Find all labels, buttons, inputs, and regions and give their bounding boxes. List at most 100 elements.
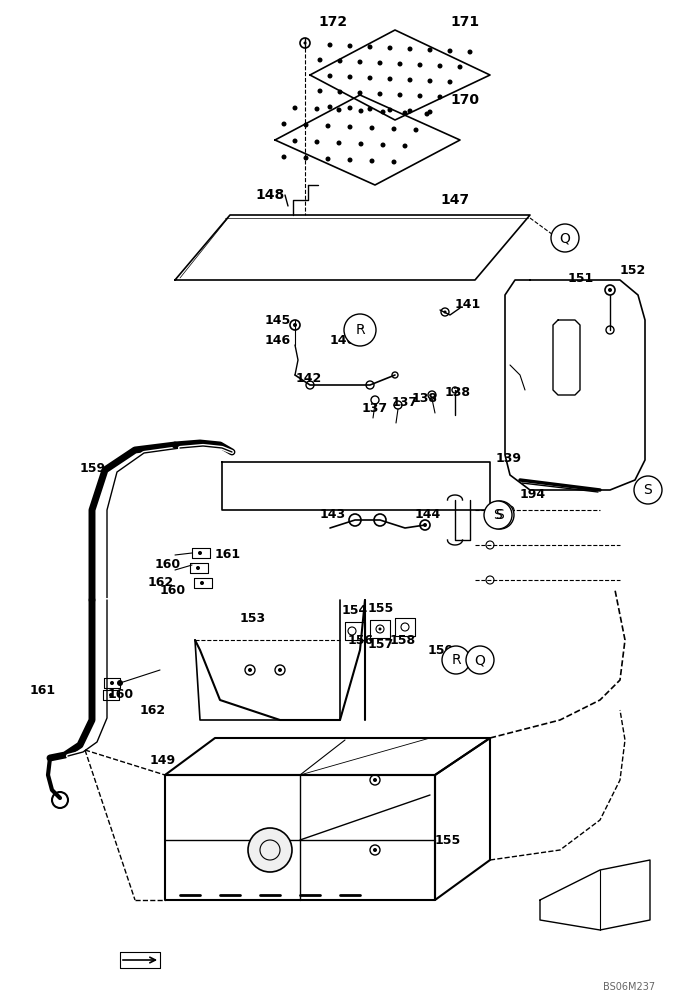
Text: 170: 170 [450,93,479,107]
Circle shape [413,127,418,132]
Circle shape [378,628,382,631]
Text: Q: Q [559,231,570,245]
Text: 146: 146 [265,334,291,347]
Circle shape [634,476,662,504]
Circle shape [196,566,200,570]
Text: 155: 155 [435,834,461,846]
Circle shape [292,138,297,143]
Circle shape [336,107,341,112]
Circle shape [378,92,383,97]
Circle shape [407,78,413,83]
Circle shape [358,60,363,64]
Circle shape [338,90,343,95]
Circle shape [378,60,383,66]
Circle shape [387,107,392,112]
Circle shape [442,646,470,674]
Circle shape [427,109,433,114]
Text: 172: 172 [318,15,347,29]
Circle shape [248,668,252,672]
Circle shape [380,109,385,114]
Circle shape [418,94,422,99]
Circle shape [314,139,319,144]
Circle shape [398,93,402,98]
Circle shape [317,57,323,62]
Text: S: S [495,508,504,522]
Text: 152: 152 [620,263,646,276]
Circle shape [303,155,308,160]
Circle shape [373,778,377,782]
Text: 160: 160 [155,558,181,572]
Circle shape [407,108,413,113]
Circle shape [110,681,114,685]
Text: 162: 162 [140,704,166,716]
Circle shape [293,323,297,327]
Text: 144: 144 [415,508,441,520]
Text: 142: 142 [296,371,322,384]
Circle shape [427,79,433,84]
Circle shape [303,41,306,44]
Circle shape [109,693,113,697]
Circle shape [327,104,332,109]
Circle shape [367,106,372,111]
Text: 140: 140 [330,334,356,347]
Text: 159: 159 [80,462,106,475]
Text: 143: 143 [320,508,346,520]
Circle shape [281,154,286,159]
Circle shape [369,125,374,130]
Circle shape [198,551,202,555]
Text: 154: 154 [342,603,368,616]
Circle shape [391,159,396,164]
Text: 155: 155 [368,601,394,614]
Circle shape [402,110,407,115]
Circle shape [458,64,462,70]
Circle shape [358,108,363,113]
Text: R: R [451,653,461,667]
Circle shape [551,224,579,252]
Circle shape [347,75,352,80]
Text: 137: 137 [362,401,388,414]
Circle shape [387,45,392,50]
Text: 151: 151 [568,271,594,284]
Circle shape [444,310,447,314]
Circle shape [608,288,612,292]
Text: S: S [493,508,502,522]
Text: BS06M237: BS06M237 [603,982,655,992]
Circle shape [438,95,442,100]
Text: 149: 149 [150,754,176,766]
Circle shape [327,74,332,79]
Circle shape [447,48,453,53]
Text: 138: 138 [445,386,471,399]
Circle shape [303,122,308,127]
Circle shape [292,105,297,110]
Circle shape [423,523,427,527]
Circle shape [402,143,407,148]
Circle shape [468,49,473,54]
Circle shape [438,64,442,68]
Text: 156: 156 [348,634,374,647]
Text: 139: 139 [496,452,522,464]
Circle shape [347,43,352,48]
Circle shape [407,46,413,51]
Text: 171: 171 [450,15,479,29]
Circle shape [327,42,332,47]
Text: 153: 153 [240,611,266,624]
Circle shape [314,106,319,111]
Circle shape [278,668,282,672]
Circle shape [466,646,494,674]
Text: 161: 161 [30,684,56,696]
Circle shape [367,44,372,49]
Circle shape [380,142,385,147]
Text: 160: 160 [160,584,186,596]
Circle shape [248,828,292,872]
Circle shape [398,62,402,66]
Text: 157: 157 [368,639,394,652]
Circle shape [325,123,330,128]
Circle shape [336,140,341,145]
Circle shape [117,680,123,686]
Circle shape [391,126,396,131]
Circle shape [486,501,514,529]
Circle shape [369,158,374,163]
Text: 158: 158 [390,634,416,647]
Text: 150: 150 [428,644,454,656]
Text: 137: 137 [392,395,418,408]
